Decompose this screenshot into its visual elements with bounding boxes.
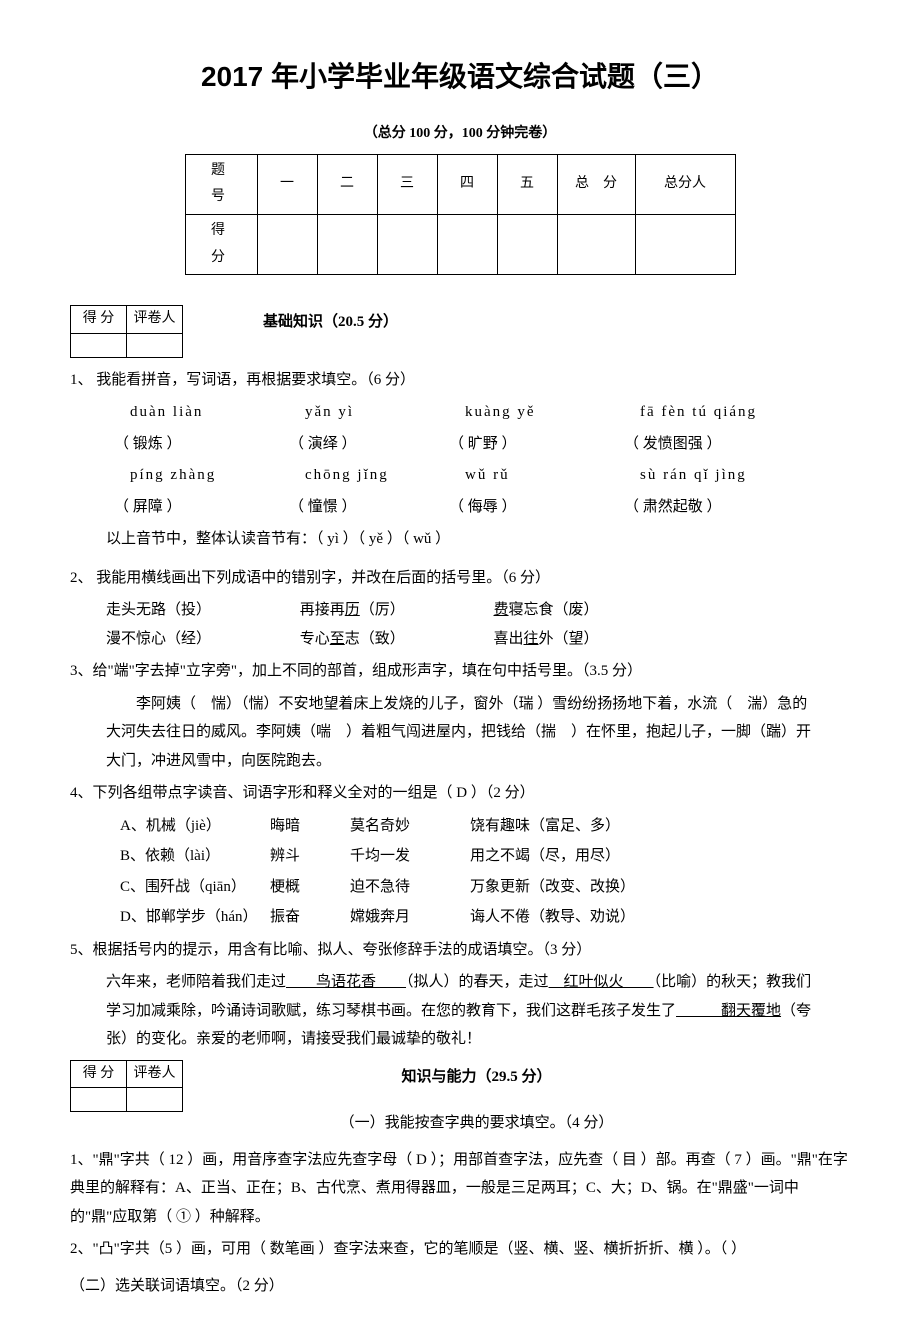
answer: （ 肃然起敬 ） (624, 493, 824, 522)
idiom: 走头无路（投） (106, 596, 296, 625)
page-subtitle: （总分 100 分，100 分钟完卷） (70, 121, 850, 148)
score-table: 题 号 一 二 三 四 五 总 分 总分人 得 分 (185, 154, 736, 275)
mt-blank (71, 1088, 127, 1112)
th-4: 四 (437, 154, 497, 214)
pinyin: fā fèn tú qiáng (640, 398, 840, 427)
idiom: 专心至志（致） (300, 625, 490, 654)
td-blank (317, 214, 377, 274)
option-d: D、邯郸学步（hán）振奋嫦娥奔月诲人不倦（教导、劝说） (120, 903, 850, 932)
pinyin-row: píng zhàng chōng jǐng wǔ rǔ sù rán qǐ jì… (70, 461, 850, 490)
q2-label: 2、 我能用横线画出下列成语中的错别字，并改在后面的括号里。（6 分） (70, 564, 850, 593)
pinyin: yǎn yì (305, 398, 465, 427)
q4-label: 4、下列各组带点字读音、词语字形和释义全对的一组是（ D ）（2 分） (70, 779, 850, 808)
td-blank (557, 214, 635, 274)
q2-row1: 走头无路（投） 再接再历（厉） 费寝忘食（废） (70, 596, 850, 625)
pinyin: duàn liàn (130, 398, 305, 427)
answer: （ 屏障 ） (114, 493, 289, 522)
q1-label: 1、 我能看拼音，写词语，再根据要求填空。（6 分） (70, 366, 850, 395)
answer: （ 演绎 ） (289, 430, 449, 459)
pinyin: sù rán qǐ jìng (640, 461, 840, 490)
mt-grader: 评卷人 (127, 306, 183, 334)
mt-blank (127, 1088, 183, 1112)
answer: （ 侮辱 ） (449, 493, 624, 522)
idiom: 喜出往外（望） (494, 631, 599, 647)
table-row: 得 分 (185, 214, 735, 274)
th-label: 题 号 (185, 154, 257, 214)
mt-score: 得 分 (71, 306, 127, 334)
section-header-2: 得 分评卷人 知识与能力（29.5 分） （一）我能按查字典的要求填空。（4 分… (70, 1060, 850, 1138)
th-5: 五 (497, 154, 557, 214)
th-person: 总分人 (635, 154, 735, 214)
answer-row: （ 屏障 ） （ 憧憬 ） （ 侮辱 ） （ 肃然起敬 ） (70, 493, 850, 522)
pinyin: wǔ rǔ (465, 461, 640, 490)
q3-text: 李阿姨（ 惴）（惴）不安地望着床上发烧的儿子，窗外（瑞 ）雪纷纷扬扬地下着，水流… (70, 690, 850, 776)
idiom: 再接再历（厉） (300, 596, 490, 625)
answer: （ 旷野 ） (449, 430, 624, 459)
idiom: 漫不惊心（经） (106, 625, 296, 654)
mt-blank (127, 333, 183, 357)
q5-label: 5、根据括号内的提示，用含有比喻、拟人、夸张修辞手法的成语填空。（3 分） (70, 936, 850, 965)
pinyin-row: duàn liàn yǎn yì kuàng yě fā fèn tú qián… (70, 398, 850, 427)
idiom: 费寝忘食（废） (494, 602, 599, 618)
th-3: 三 (377, 154, 437, 214)
section-title-1: 基础知识（20.5 分） (263, 305, 398, 337)
q2-row2: 漫不惊心（经） 专心至志（致） 喜出往外（望） (70, 625, 850, 654)
answer: （ 锻炼 ） (114, 430, 289, 459)
section-header-1: 得 分评卷人 基础知识（20.5 分） (70, 305, 850, 358)
th-total: 总 分 (557, 154, 635, 214)
option-a: A、机械（jiè）晦暗莫名奇妙饶有趣味（富足、多） (120, 812, 850, 841)
td-label: 得 分 (185, 214, 257, 274)
answer: （ 憧憬 ） (289, 493, 449, 522)
td-blank (497, 214, 557, 274)
td-blank (257, 214, 317, 274)
pinyin: píng zhàng (130, 461, 305, 490)
subsection-1: （一）我能按查字典的要求填空。（4 分） (103, 1109, 850, 1138)
option-b: B、依赖（lài）辨斗千均一发用之不竭（尽，用尽） (120, 842, 850, 871)
pinyin: chōng jǐng (305, 461, 465, 490)
q1-tail: 以上音节中，整体认读音节有：（ yì ）（ yě ）（ wǔ ） (70, 525, 850, 554)
answer: （ 发愤图强 ） (624, 430, 824, 459)
q4-options: A、机械（jiè）晦暗莫名奇妙饶有趣味（富足、多） B、依赖（lài）辨斗千均一… (70, 812, 850, 932)
s2-p2: 2、"凸"字共（5 ）画，可用（ 数笔画 ）查字法来查，它的笔顺是（竖、横、竖、… (70, 1235, 850, 1264)
td-blank (635, 214, 735, 274)
th-1: 一 (257, 154, 317, 214)
grader-table: 得 分评卷人 (70, 305, 183, 358)
answer-row: （ 锻炼 ） （ 演绎 ） （ 旷野 ） （ 发愤图强 ） (70, 430, 850, 459)
table-row: 题 号 一 二 三 四 五 总 分 总分人 (185, 154, 735, 214)
th-2: 二 (317, 154, 377, 214)
td-blank (377, 214, 437, 274)
s2-p1: 1、"鼎"字共（ 12 ）画，用音序查字法应先查字母（ D ）；用部首查字法，应… (70, 1146, 850, 1232)
pinyin: kuàng yě (465, 398, 640, 427)
q5-text: 六年来，老师陪着我们走过 鸟语花香 （拟人）的春天，走过 红叶似火 （比喻）的秋… (70, 968, 850, 1054)
page-title: 2017 年小学毕业年级语文综合试题（三） (70, 50, 850, 103)
td-blank (437, 214, 497, 274)
subsection-2: （二）选关联词语填空。（2 分） (70, 1272, 850, 1301)
option-c: C、围歼战（qiān）梗概迫不急待万象更新（改变、改换） (120, 873, 850, 902)
q3-label: 3、给"端"字去掉"立字旁"，加上不同的部首，组成形声字，填在句中括号里。（3.… (70, 657, 850, 686)
section-title-2: 知识与能力（29.5 分） (103, 1060, 850, 1092)
mt-blank (71, 333, 127, 357)
